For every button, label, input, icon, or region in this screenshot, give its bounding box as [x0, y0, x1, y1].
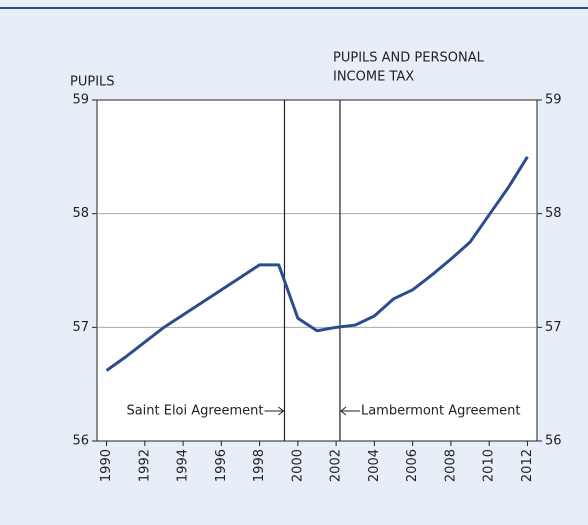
y-tick-label: 59 [72, 93, 89, 108]
x-tick-label: 2004 [367, 449, 382, 482]
y2-axis-label: PUPILS AND PERSONAL [333, 51, 485, 66]
annotation: Saint Eloi Agreement [126, 404, 263, 419]
x-tick-label: 1996 [214, 449, 229, 482]
y-axis-label: PUPILS [70, 75, 115, 90]
x-tick-label: 2002 [329, 449, 344, 482]
x-tick-label: 1994 [176, 449, 191, 482]
x-tick-label: 1992 [137, 449, 152, 482]
y2-tick-label: 59 [545, 93, 562, 108]
x-tick-label: 1990 [99, 449, 114, 482]
x-tick-label: 2000 [290, 449, 305, 482]
top-rule [0, 7, 588, 9]
plot-area [96, 99, 538, 442]
y2-tick-label: 57 [545, 320, 562, 335]
x-tick-label: 2008 [443, 449, 458, 482]
x-tick-label: 2010 [482, 449, 497, 482]
annotation: Lambermont Agreement [361, 404, 521, 419]
y-tick-label: 58 [72, 206, 89, 221]
y-tick-label: 57 [72, 320, 89, 335]
arrow-head [340, 406, 347, 416]
data-line [105, 156, 529, 372]
y-tick-label: 56 [72, 434, 89, 449]
x-tick-label: 2012 [520, 449, 535, 482]
y2-axis-label: INCOME TAX [333, 70, 414, 85]
y2-tick-label: 56 [545, 434, 562, 449]
x-tick-label: 2006 [405, 449, 420, 482]
y2-tick-label: 58 [545, 206, 562, 221]
arrow-head [278, 406, 285, 416]
x-tick-label: 1998 [252, 449, 267, 482]
